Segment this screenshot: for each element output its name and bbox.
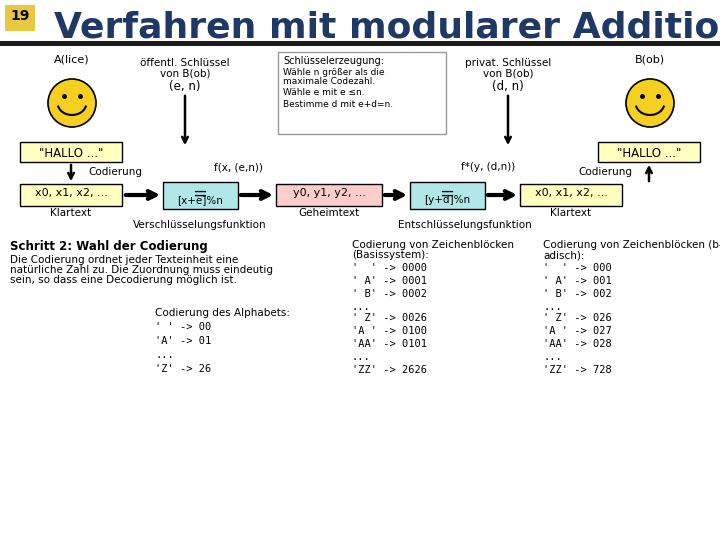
Text: ...: ...: [543, 302, 562, 312]
Text: ' Z' -> 0026: ' Z' -> 0026: [352, 313, 427, 323]
Bar: [278, 52, 446, 134]
Text: [y+d]%n: [y+d]%n: [424, 195, 470, 205]
Bar: [0, 41, 720, 46]
Text: Schlüsselerzeugung:: Schlüsselerzeugung:: [283, 56, 384, 66]
Text: Codierung: Codierung: [578, 167, 632, 177]
Text: f(x, (e,n)): f(x, (e,n)): [214, 162, 262, 172]
Text: 'A' -> 01: 'A' -> 01: [155, 336, 211, 346]
Text: 'A ' -> 0100: 'A ' -> 0100: [352, 326, 427, 336]
Text: Geheimtext: Geheimtext: [298, 208, 359, 218]
Text: Schritt 2: Wahl der Codierung: Schritt 2: Wahl der Codierung: [10, 240, 208, 253]
Text: von B(ob): von B(ob): [482, 68, 534, 78]
Text: y0, y1, y2, ...: y0, y1, y2, ...: [292, 188, 366, 198]
Text: 19: 19: [10, 9, 30, 23]
Text: '  ' -> 000: ' ' -> 000: [543, 263, 612, 273]
Bar: [598, 142, 700, 162]
Text: ...: ...: [352, 352, 371, 362]
Text: ' A' -> 0001: ' A' -> 0001: [352, 276, 427, 286]
Bar: [163, 182, 238, 209]
Text: Bestimme d mit e+d=n.: Bestimme d mit e+d=n.: [283, 100, 393, 109]
Text: (Basissystem):: (Basissystem):: [352, 250, 429, 260]
Text: Die Codierung ordnet jeder Texteinheit eine: Die Codierung ordnet jeder Texteinheit e…: [10, 255, 238, 265]
Text: f*(y, (d,n)): f*(y, (d,n)): [461, 162, 515, 172]
Text: Verschlüsselungsfunktion: Verschlüsselungsfunktion: [133, 220, 267, 230]
Text: adisch):: adisch):: [543, 250, 585, 260]
Text: 'AA' -> 028: 'AA' -> 028: [543, 339, 612, 349]
Text: privat. Schlüssel: privat. Schlüssel: [465, 58, 551, 68]
Text: 'A ' -> 027: 'A ' -> 027: [543, 326, 612, 336]
Text: B(ob): B(ob): [635, 54, 665, 64]
Text: Klartext: Klartext: [550, 208, 592, 218]
Text: ' B' -> 0002: ' B' -> 0002: [352, 289, 427, 299]
Text: A(lice): A(lice): [54, 54, 90, 64]
Text: (d, n): (d, n): [492, 80, 524, 93]
Text: maximale Codezahl.: maximale Codezahl.: [283, 77, 375, 86]
Text: ...: ...: [352, 302, 371, 312]
Text: Wähle n größer als die: Wähle n größer als die: [283, 68, 384, 77]
Text: Codierung von Zeichenblöcken: Codierung von Zeichenblöcken: [352, 240, 514, 250]
Text: ' ' -> 00: ' ' -> 00: [155, 322, 211, 332]
Text: =: =: [439, 185, 454, 203]
Text: öffentl. Schlüssel: öffentl. Schlüssel: [140, 58, 230, 68]
Bar: [520, 184, 622, 206]
Text: Wähle e mit e ≤n.: Wähle e mit e ≤n.: [283, 88, 364, 97]
Text: von B(ob): von B(ob): [160, 68, 210, 78]
Text: Codierung: Codierung: [88, 167, 142, 177]
Text: Entschlüsselungsfunktion: Entschlüsselungsfunktion: [398, 220, 532, 230]
Text: ...: ...: [155, 350, 174, 360]
Text: 'AA' -> 0101: 'AA' -> 0101: [352, 339, 427, 349]
Bar: [5, 5, 35, 31]
Bar: [20, 142, 122, 162]
Text: 'Z' -> 26: 'Z' -> 26: [155, 364, 211, 374]
Text: '  ' -> 0000: ' ' -> 0000: [352, 263, 427, 273]
Circle shape: [626, 79, 674, 127]
Text: [x+e]%n: [x+e]%n: [177, 195, 223, 205]
Text: 'ZZ' -> 2626: 'ZZ' -> 2626: [352, 365, 427, 375]
Text: sein, so dass eine Decodierung möglich ist.: sein, so dass eine Decodierung möglich i…: [10, 275, 237, 285]
Bar: [276, 184, 382, 206]
Text: ' B' -> 002: ' B' -> 002: [543, 289, 612, 299]
Text: ' Z' -> 026: ' Z' -> 026: [543, 313, 612, 323]
Text: "HALLO ...": "HALLO ...": [39, 147, 103, 160]
Text: natürliche Zahl zu. Die Zuordnung muss eindeutig: natürliche Zahl zu. Die Zuordnung muss e…: [10, 265, 273, 275]
Text: 'ZZ' -> 728: 'ZZ' -> 728: [543, 365, 612, 375]
Text: ...: ...: [543, 352, 562, 362]
Text: "HALLO ...": "HALLO ...": [617, 147, 681, 160]
Text: =: =: [192, 185, 207, 203]
Text: Codierung von Zeichenblöcken (b-: Codierung von Zeichenblöcken (b-: [543, 240, 720, 250]
Text: Klartext: Klartext: [50, 208, 91, 218]
Text: x0, x1, x2, ...: x0, x1, x2, ...: [35, 188, 107, 198]
Text: (e, n): (e, n): [169, 80, 201, 93]
Text: Codierung des Alphabets:: Codierung des Alphabets:: [155, 308, 290, 318]
Circle shape: [48, 79, 96, 127]
Text: Verfahren mit modularer Addition: Verfahren mit modularer Addition: [55, 10, 720, 44]
Text: ' A' -> 001: ' A' -> 001: [543, 276, 612, 286]
Bar: [20, 184, 122, 206]
Bar: [410, 182, 485, 209]
Text: x0, x1, x2, ...: x0, x1, x2, ...: [534, 188, 608, 198]
